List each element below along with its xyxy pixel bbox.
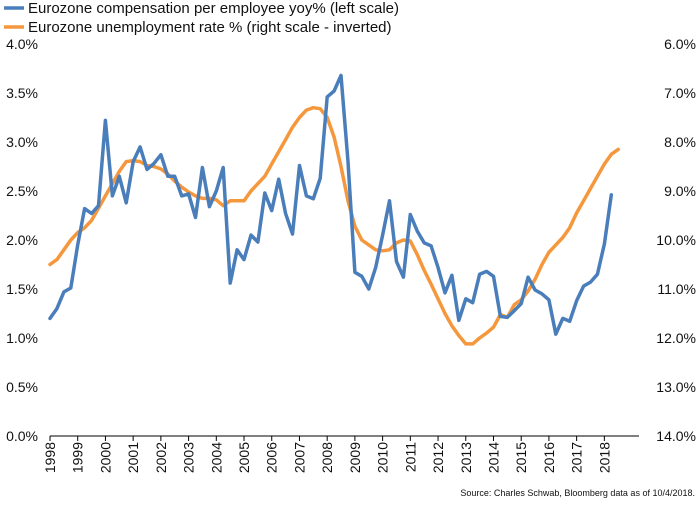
left-axis-ticks: 0.0% 0.5% 1.0% 1.5% 2.0% 2.5% 3.0% 3.5% 4.0% bbox=[6, 36, 38, 444]
right-tick-label: 13.0% bbox=[656, 379, 696, 395]
legend: Eurozone compensation per employee yoy% … bbox=[4, 0, 399, 36]
x-tick-label: 2002 bbox=[153, 442, 169, 473]
left-tick-label: 1.0% bbox=[6, 330, 38, 346]
left-tick-label: 3.0% bbox=[6, 134, 38, 150]
series-line-unemployment bbox=[48, 105, 620, 346]
x-tick-label: 2007 bbox=[291, 442, 307, 473]
x-tick-label: 2003 bbox=[181, 442, 197, 473]
right-tick-label: 12.0% bbox=[656, 330, 696, 346]
source-note: Source: Charles Schwab, Bloomberg data a… bbox=[460, 488, 695, 498]
left-tick-label: 2.0% bbox=[6, 232, 38, 248]
right-tick-label: 9.0% bbox=[664, 183, 696, 199]
x-tick-label: 2012 bbox=[430, 442, 446, 473]
right-tick-label: 6.0% bbox=[664, 36, 696, 52]
left-tick-label: 2.5% bbox=[6, 183, 38, 199]
left-tick-label: 0.5% bbox=[6, 379, 38, 395]
x-axis-ticks: 1998 1999 2000 2001 2002 2003 2004 2005 2006 2007… bbox=[42, 436, 612, 473]
legend-label-unemployment: Eurozone unemployment rate % (right scal… bbox=[28, 19, 392, 36]
x-tick-label: 2013 bbox=[458, 442, 474, 473]
x-tick-label: 1999 bbox=[70, 442, 86, 473]
left-tick-label: 1.5% bbox=[6, 281, 38, 297]
right-tick-label: 11.0% bbox=[657, 281, 696, 297]
x-tick-label: 2005 bbox=[236, 442, 252, 473]
plot-area bbox=[48, 73, 620, 346]
x-tick-label: 2016 bbox=[541, 442, 557, 473]
x-tick-label: 1998 bbox=[42, 442, 58, 473]
left-tick-label: 3.5% bbox=[6, 85, 38, 101]
right-axis-ticks: 6.0% 7.0% 8.0% 9.0% 10.0% 11.0% 12.0% 13.0% 14.0… bbox=[656, 36, 696, 444]
x-tick-label: 2006 bbox=[264, 442, 280, 473]
legend-label-compensation: Eurozone compensation per employee yoy% … bbox=[28, 0, 399, 17]
x-tick-label: 2017 bbox=[569, 442, 585, 473]
x-tick-label: 2015 bbox=[513, 442, 529, 473]
x-tick-label: 2001 bbox=[125, 442, 141, 473]
x-tick-label: 2018 bbox=[596, 442, 612, 473]
x-tick-label: 2008 bbox=[319, 442, 335, 473]
left-tick-label: 0.0% bbox=[6, 428, 38, 444]
right-tick-label: 14.0% bbox=[656, 428, 696, 444]
x-tick-label: 2009 bbox=[347, 442, 363, 473]
x-tick-label: 2004 bbox=[208, 442, 224, 473]
left-tick-label: 4.0% bbox=[6, 36, 38, 52]
x-tick-label: 2014 bbox=[485, 442, 501, 473]
right-tick-label: 7.0% bbox=[664, 85, 696, 101]
x-tick-label: 2010 bbox=[375, 442, 391, 473]
right-tick-label: 10.0% bbox=[656, 232, 696, 248]
x-tick-label: 2000 bbox=[97, 442, 113, 473]
series-line-compensation bbox=[48, 73, 614, 336]
right-tick-label: 8.0% bbox=[664, 134, 696, 150]
x-tick-label: 2011 bbox=[402, 442, 418, 472]
